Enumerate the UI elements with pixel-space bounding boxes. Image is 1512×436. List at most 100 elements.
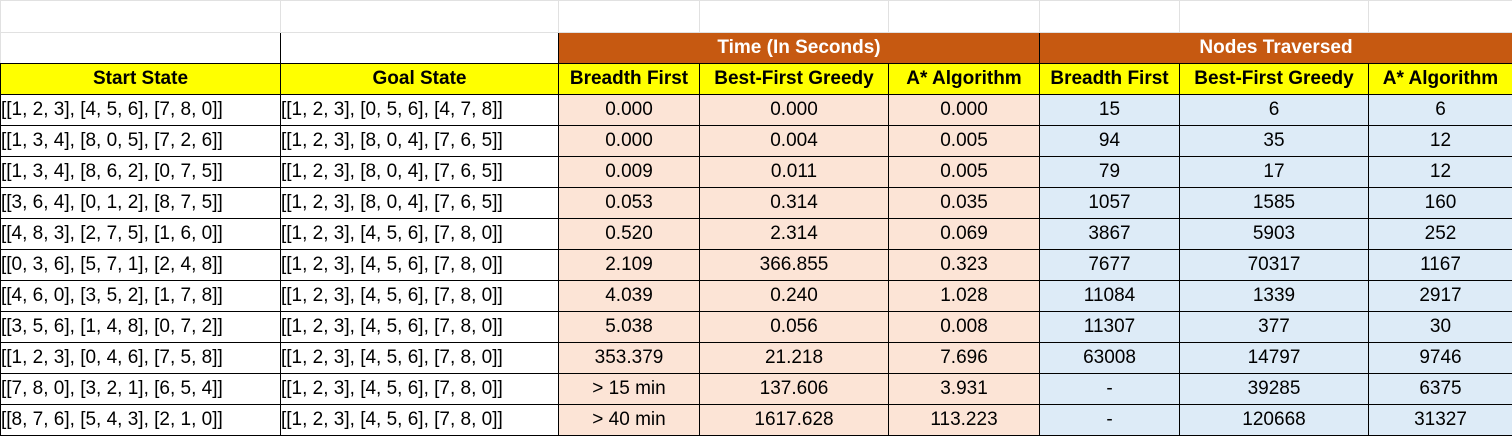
goal-state-cell[interactable]: [[1, 2, 3], [4, 5, 6], [7, 8, 0]] [280,249,559,281]
nodes-best-first-greedy-cell[interactable]: 14797 [1179,342,1369,374]
cell[interactable] [1039,0,1180,33]
time-breadth-first-cell[interactable]: 0.000 [558,125,700,157]
time-best-first-greedy-cell[interactable]: 0.000 [699,94,889,126]
nodes-breadth-first-cell[interactable]: - [1039,373,1180,405]
header-start-state[interactable]: Start State [0,63,281,95]
nodes-breadth-first-cell[interactable]: - [1039,404,1180,436]
start-state-cell[interactable]: [[1, 2, 3], [4, 5, 6], [7, 8, 0]] [0,94,281,126]
time-breadth-first-cell[interactable]: 0.009 [558,156,700,188]
time-breadth-first-cell[interactable]: 353.379 [558,342,700,374]
goal-state-cell[interactable]: [[1, 2, 3], [8, 0, 4], [7, 6, 5]] [280,125,559,157]
start-state-cell[interactable]: [[1, 2, 3], [0, 4, 6], [7, 5, 8]] [0,342,281,374]
time-best-first-greedy-cell[interactable]: 2.314 [699,218,889,250]
nodes-best-first-greedy-cell[interactable]: 35 [1179,125,1369,157]
goal-state-cell[interactable]: [[1, 2, 3], [4, 5, 6], [7, 8, 0]] [280,280,559,312]
time-a-star-cell[interactable]: 0.000 [888,94,1040,126]
time-breadth-first-cell[interactable]: 0.000 [558,94,700,126]
nodes-best-first-greedy-cell[interactable]: 6 [1179,94,1369,126]
cell[interactable] [1368,0,1512,33]
group-header-nodes[interactable]: Nodes Traversed [1039,32,1512,64]
cell[interactable] [0,32,281,64]
time-best-first-greedy-cell[interactable]: 1617.628 [699,404,889,436]
nodes-a-star-cell[interactable]: 31327 [1368,404,1512,436]
time-a-star-cell[interactable]: 3.931 [888,373,1040,405]
start-state-cell[interactable]: [[0, 3, 6], [5, 7, 1], [2, 4, 8]] [0,249,281,281]
time-breadth-first-cell[interactable]: 2.109 [558,249,700,281]
goal-state-cell[interactable]: [[1, 2, 3], [4, 5, 6], [7, 8, 0]] [280,218,559,250]
nodes-best-first-greedy-cell[interactable]: 39285 [1179,373,1369,405]
time-best-first-greedy-cell[interactable]: 0.240 [699,280,889,312]
time-best-first-greedy-cell[interactable]: 0.056 [699,311,889,343]
time-breadth-first-cell[interactable]: 0.520 [558,218,700,250]
nodes-breadth-first-cell[interactable]: 63008 [1039,342,1180,374]
header-time-a-star[interactable]: A* Algorithm [888,63,1040,95]
nodes-best-first-greedy-cell[interactable]: 377 [1179,311,1369,343]
nodes-breadth-first-cell[interactable]: 11084 [1039,280,1180,312]
goal-state-cell[interactable]: [[1, 2, 3], [8, 0, 4], [7, 6, 5]] [280,187,559,219]
time-a-star-cell[interactable]: 0.005 [888,156,1040,188]
nodes-a-star-cell[interactable]: 9746 [1368,342,1512,374]
time-a-star-cell[interactable]: 0.005 [888,125,1040,157]
nodes-a-star-cell[interactable]: 30 [1368,311,1512,343]
nodes-a-star-cell[interactable]: 6375 [1368,373,1512,405]
nodes-breadth-first-cell[interactable]: 15 [1039,94,1180,126]
nodes-breadth-first-cell[interactable]: 79 [1039,156,1180,188]
start-state-cell[interactable]: [[8, 7, 6], [5, 4, 3], [2, 1, 0]] [0,404,281,436]
nodes-a-star-cell[interactable]: 1167 [1368,249,1512,281]
start-state-cell[interactable]: [[3, 5, 6], [1, 4, 8], [0, 7, 2]] [0,311,281,343]
nodes-breadth-first-cell[interactable]: 1057 [1039,187,1180,219]
cell[interactable] [280,32,559,64]
header-time-best-first-greedy[interactable]: Best-First Greedy [699,63,889,95]
cell[interactable] [0,0,281,33]
start-state-cell[interactable]: [[4, 8, 3], [2, 7, 5], [1, 6, 0]] [0,218,281,250]
nodes-best-first-greedy-cell[interactable]: 120668 [1179,404,1369,436]
time-a-star-cell[interactable]: 0.035 [888,187,1040,219]
header-goal-state[interactable]: Goal State [280,63,559,95]
time-breadth-first-cell[interactable]: > 15 min [558,373,700,405]
header-nodes-a-star[interactable]: A* Algorithm [1368,63,1512,95]
header-nodes-breadth-first[interactable]: Breadth First [1039,63,1180,95]
nodes-best-first-greedy-cell[interactable]: 1585 [1179,187,1369,219]
start-state-cell[interactable]: [[7, 8, 0], [3, 2, 1], [6, 5, 4]] [0,373,281,405]
time-breadth-first-cell[interactable]: 5.038 [558,311,700,343]
goal-state-cell[interactable]: [[1, 2, 3], [4, 5, 6], [7, 8, 0]] [280,342,559,374]
time-best-first-greedy-cell[interactable]: 0.314 [699,187,889,219]
time-a-star-cell[interactable]: 0.008 [888,311,1040,343]
time-breadth-first-cell[interactable]: 0.053 [558,187,700,219]
start-state-cell[interactable]: [[3, 6, 4], [0, 1, 2], [8, 7, 5]] [0,187,281,219]
nodes-breadth-first-cell[interactable]: 7677 [1039,249,1180,281]
header-time-breadth-first[interactable]: Breadth First [558,63,700,95]
time-a-star-cell[interactable]: 1.028 [888,280,1040,312]
nodes-breadth-first-cell[interactable]: 3867 [1039,218,1180,250]
time-breadth-first-cell[interactable]: > 40 min [558,404,700,436]
time-a-star-cell[interactable]: 0.069 [888,218,1040,250]
nodes-breadth-first-cell[interactable]: 94 [1039,125,1180,157]
start-state-cell[interactable]: [[1, 3, 4], [8, 6, 2], [0, 7, 5]] [0,156,281,188]
goal-state-cell[interactable]: [[1, 2, 3], [4, 5, 6], [7, 8, 0]] [280,373,559,405]
cell[interactable] [888,0,1040,33]
nodes-a-star-cell[interactable]: 2917 [1368,280,1512,312]
cell[interactable] [280,0,559,33]
nodes-best-first-greedy-cell[interactable]: 70317 [1179,249,1369,281]
goal-state-cell[interactable]: [[1, 2, 3], [8, 0, 4], [7, 6, 5]] [280,156,559,188]
nodes-best-first-greedy-cell[interactable]: 5903 [1179,218,1369,250]
cell[interactable] [558,0,700,33]
nodes-a-star-cell[interactable]: 6 [1368,94,1512,126]
nodes-a-star-cell[interactable]: 12 [1368,125,1512,157]
goal-state-cell[interactable]: [[1, 2, 3], [4, 5, 6], [7, 8, 0]] [280,311,559,343]
group-header-time[interactable]: Time (In Seconds) [558,32,1040,64]
nodes-best-first-greedy-cell[interactable]: 1339 [1179,280,1369,312]
nodes-breadth-first-cell[interactable]: 11307 [1039,311,1180,343]
time-best-first-greedy-cell[interactable]: 0.004 [699,125,889,157]
header-nodes-best-first-greedy[interactable]: Best-First Greedy [1179,63,1369,95]
time-a-star-cell[interactable]: 7.696 [888,342,1040,374]
cell[interactable] [699,0,889,33]
time-breadth-first-cell[interactable]: 4.039 [558,280,700,312]
nodes-a-star-cell[interactable]: 12 [1368,156,1512,188]
time-a-star-cell[interactable]: 113.223 [888,404,1040,436]
time-best-first-greedy-cell[interactable]: 137.606 [699,373,889,405]
start-state-cell[interactable]: [[1, 3, 4], [8, 0, 5], [7, 2, 6]] [0,125,281,157]
goal-state-cell[interactable]: [[1, 2, 3], [0, 5, 6], [4, 7, 8]] [280,94,559,126]
start-state-cell[interactable]: [[4, 6, 0], [3, 5, 2], [1, 7, 8]] [0,280,281,312]
time-best-first-greedy-cell[interactable]: 21.218 [699,342,889,374]
